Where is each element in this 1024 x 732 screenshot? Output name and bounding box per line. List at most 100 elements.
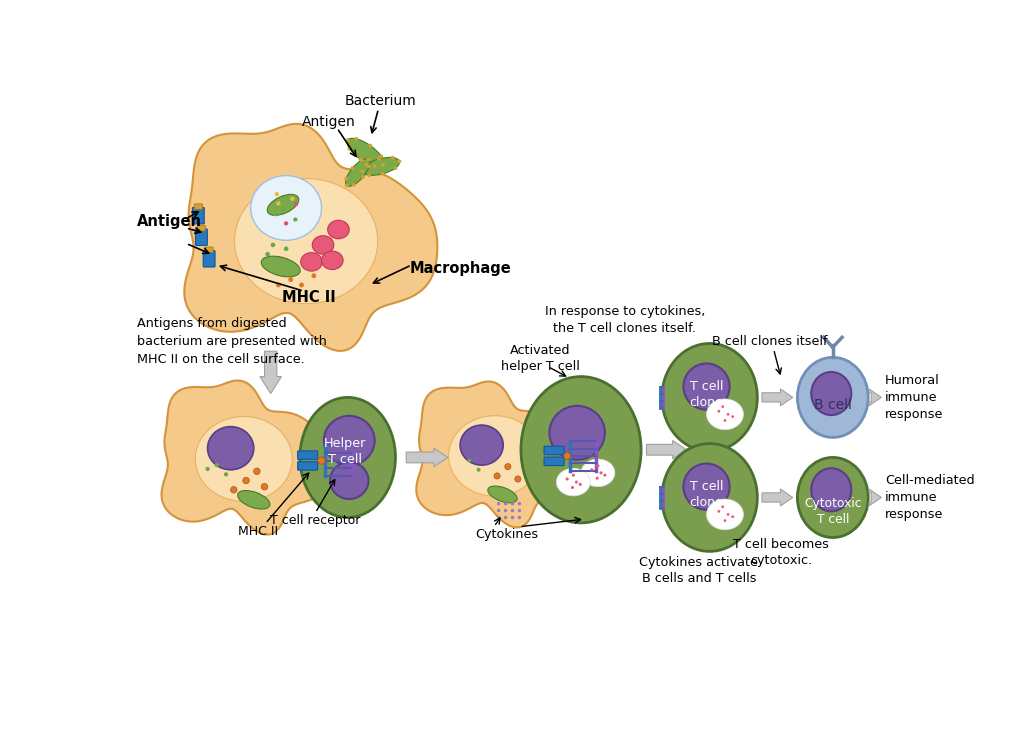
Circle shape	[299, 283, 304, 288]
FancyBboxPatch shape	[195, 204, 203, 209]
Circle shape	[215, 463, 219, 467]
Ellipse shape	[707, 499, 743, 530]
Ellipse shape	[261, 256, 300, 277]
Circle shape	[344, 176, 348, 181]
Circle shape	[511, 509, 514, 512]
Circle shape	[289, 277, 293, 282]
FancyBboxPatch shape	[198, 225, 206, 231]
Circle shape	[224, 472, 228, 477]
Text: Humoral
immune
response: Humoral immune response	[885, 374, 943, 421]
Circle shape	[724, 519, 726, 522]
Ellipse shape	[683, 364, 730, 410]
Circle shape	[261, 483, 267, 490]
Circle shape	[596, 464, 599, 468]
Circle shape	[574, 480, 578, 484]
FancyBboxPatch shape	[193, 207, 204, 224]
Circle shape	[564, 452, 570, 459]
Circle shape	[276, 201, 281, 206]
Circle shape	[354, 137, 358, 141]
Ellipse shape	[300, 397, 395, 518]
Ellipse shape	[460, 425, 503, 465]
FancyBboxPatch shape	[544, 457, 564, 466]
Text: Activated
helper T cell: Activated helper T cell	[501, 344, 580, 373]
Text: T cell
clone: T cell clone	[689, 380, 723, 408]
Circle shape	[281, 207, 285, 212]
Text: Bacterium: Bacterium	[345, 94, 417, 108]
Circle shape	[350, 166, 354, 170]
Polygon shape	[646, 441, 686, 459]
Polygon shape	[184, 124, 437, 351]
Circle shape	[579, 483, 582, 486]
Circle shape	[359, 158, 364, 163]
Circle shape	[504, 509, 507, 512]
Ellipse shape	[683, 463, 730, 509]
Ellipse shape	[811, 468, 851, 512]
Circle shape	[467, 458, 471, 463]
Circle shape	[476, 468, 480, 471]
Circle shape	[290, 197, 295, 201]
FancyBboxPatch shape	[298, 462, 317, 470]
Ellipse shape	[330, 462, 369, 499]
Circle shape	[603, 474, 606, 477]
Ellipse shape	[362, 157, 399, 176]
Circle shape	[504, 502, 507, 505]
Circle shape	[505, 463, 511, 470]
Circle shape	[718, 410, 720, 413]
Circle shape	[518, 516, 521, 519]
Circle shape	[275, 283, 281, 288]
Circle shape	[358, 157, 362, 161]
Text: B cell: B cell	[814, 398, 852, 412]
Ellipse shape	[322, 251, 343, 269]
Text: Cytokines: Cytokines	[475, 528, 538, 541]
Ellipse shape	[208, 427, 254, 470]
Ellipse shape	[324, 416, 375, 465]
Ellipse shape	[662, 444, 758, 551]
Circle shape	[731, 515, 734, 518]
Text: T cell receptor: T cell receptor	[270, 514, 360, 527]
Circle shape	[206, 467, 210, 471]
Ellipse shape	[487, 486, 517, 503]
Polygon shape	[762, 489, 793, 506]
Text: Antigens from digested
bacterium are presented with
MHC II on the cell surface.: Antigens from digested bacterium are pre…	[137, 316, 327, 365]
Circle shape	[311, 273, 316, 278]
Circle shape	[365, 163, 369, 167]
Ellipse shape	[238, 490, 270, 509]
Circle shape	[368, 165, 371, 168]
Polygon shape	[762, 389, 793, 406]
Circle shape	[515, 476, 521, 482]
Text: Macrophage: Macrophage	[410, 261, 511, 275]
Text: Antigen: Antigen	[302, 115, 356, 129]
Text: MHC II: MHC II	[283, 290, 336, 305]
FancyBboxPatch shape	[205, 247, 213, 253]
Ellipse shape	[328, 220, 349, 239]
Circle shape	[346, 138, 349, 142]
Circle shape	[590, 468, 593, 471]
Circle shape	[284, 247, 289, 251]
Circle shape	[727, 413, 729, 416]
Polygon shape	[869, 389, 882, 406]
Ellipse shape	[556, 468, 590, 496]
Ellipse shape	[312, 236, 334, 254]
Polygon shape	[162, 381, 333, 534]
Circle shape	[293, 217, 298, 222]
Polygon shape	[260, 351, 282, 394]
Ellipse shape	[550, 406, 605, 460]
Circle shape	[497, 502, 501, 505]
Ellipse shape	[196, 417, 292, 501]
Circle shape	[599, 471, 602, 474]
Ellipse shape	[449, 416, 541, 496]
FancyBboxPatch shape	[196, 229, 207, 245]
Circle shape	[345, 184, 349, 187]
Text: B cell clones itself: B cell clones itself	[712, 335, 827, 348]
Circle shape	[270, 242, 275, 247]
FancyBboxPatch shape	[298, 451, 317, 460]
Circle shape	[497, 516, 501, 519]
Text: T cell
clone: T cell clone	[689, 480, 723, 509]
Circle shape	[243, 477, 249, 484]
Circle shape	[254, 468, 260, 474]
Ellipse shape	[811, 372, 851, 415]
Circle shape	[377, 157, 381, 161]
Circle shape	[596, 477, 599, 479]
Ellipse shape	[251, 176, 322, 240]
Ellipse shape	[521, 376, 641, 523]
